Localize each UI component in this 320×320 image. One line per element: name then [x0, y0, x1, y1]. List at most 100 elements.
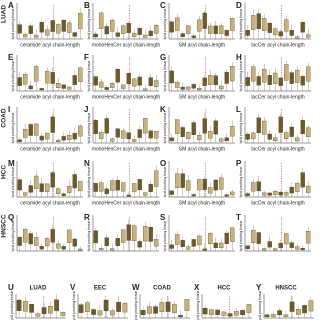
- x-label: ceramide acyl chain-length: [20, 42, 80, 48]
- box: [28, 124, 33, 136]
- box: [256, 76, 261, 86]
- box: [213, 242, 218, 248]
- box: [300, 120, 305, 135]
- box: [180, 240, 185, 247]
- box: [91, 309, 96, 315]
- box: [143, 226, 148, 242]
- box: [284, 233, 289, 245]
- box: [219, 85, 224, 90]
- box: [172, 304, 177, 313]
- panel-letter: Q: [8, 213, 14, 222]
- box: [283, 314, 289, 317]
- y-label: lipid pmol/mg tissue: [258, 291, 262, 320]
- box: [17, 237, 22, 246]
- box: [67, 86, 72, 90]
- box: [278, 243, 283, 249]
- panel-letter: E: [8, 53, 14, 62]
- box: [289, 301, 295, 312]
- box: [45, 183, 50, 192]
- box: [300, 76, 305, 86]
- box: [39, 183, 44, 192]
- panel-title: COAD: [153, 286, 171, 292]
- box: [23, 33, 28, 38]
- box: [137, 241, 142, 248]
- box: [121, 84, 126, 89]
- box: [271, 314, 276, 317]
- box: [50, 20, 55, 32]
- box: [289, 30, 294, 36]
- box: [93, 119, 98, 134]
- box: [300, 248, 305, 251]
- box: [48, 306, 53, 314]
- box: [121, 130, 126, 139]
- box: [184, 299, 190, 311]
- box: [284, 64, 289, 81]
- box: [202, 178, 207, 190]
- box: [289, 242, 294, 248]
- box: [262, 120, 267, 135]
- y-label: lipid pmol/mg tissue: [11, 167, 15, 198]
- box: [186, 246, 191, 250]
- x-label: monoHexCer acyl chain-length: [92, 146, 161, 152]
- x-label: SM acyl chain-length: [179, 94, 226, 100]
- box: [78, 125, 83, 137]
- box: [110, 19, 115, 32]
- box: [115, 238, 120, 247]
- box: [213, 25, 218, 34]
- box: [209, 309, 214, 315]
- box: [148, 183, 153, 192]
- box: [219, 242, 224, 248]
- box: [97, 310, 103, 316]
- box: [202, 118, 207, 134]
- box: [215, 309, 220, 315]
- box: [300, 172, 305, 188]
- box: [267, 133, 272, 140]
- box: [16, 299, 22, 311]
- panel-letter: R: [84, 213, 90, 222]
- box: [137, 129, 142, 138]
- box: [121, 25, 126, 34]
- box: [213, 179, 218, 191]
- box: [148, 30, 153, 36]
- y-label: lipid pmol/mg tissue: [239, 9, 243, 40]
- row-label: LUAD: [1, 5, 8, 23]
- box: [197, 179, 202, 191]
- box: [175, 234, 180, 245]
- box: [50, 72, 55, 84]
- box: [245, 133, 250, 140]
- box: [39, 21, 44, 33]
- box: [197, 235, 202, 246]
- box: [208, 75, 213, 85]
- box: [273, 28, 278, 36]
- box: [28, 85, 33, 90]
- box: [180, 173, 185, 188]
- box: [153, 306, 158, 314]
- box: [197, 135, 202, 141]
- x-label: lacCer acyl chain-length: [251, 42, 305, 48]
- box: [154, 24, 159, 34]
- box: [132, 225, 137, 241]
- box: [115, 128, 120, 138]
- box: [245, 193, 250, 196]
- box: [72, 133, 77, 140]
- box: [140, 310, 146, 316]
- panel-letter: P: [236, 159, 242, 168]
- box: [72, 75, 77, 85]
- y-label: lipid pmol/mg tissue: [87, 221, 91, 252]
- box: [230, 66, 235, 82]
- box: [23, 301, 28, 312]
- box: [99, 248, 104, 251]
- box: [39, 246, 44, 250]
- panel-title: LUAD: [30, 286, 47, 292]
- y-label: lipid pmol/mg tissue: [87, 167, 91, 198]
- box: [165, 301, 171, 312]
- panel-letter: V: [70, 283, 76, 292]
- box: [78, 67, 83, 82]
- box: [104, 188, 109, 194]
- box: [154, 80, 159, 87]
- x-label: monoHexCer acyl chain-length: [92, 94, 161, 100]
- box: [41, 307, 47, 314]
- y-label: lipid pmol/mg tissue: [134, 291, 138, 320]
- box: [213, 75, 218, 86]
- panel-letter: U: [8, 283, 14, 292]
